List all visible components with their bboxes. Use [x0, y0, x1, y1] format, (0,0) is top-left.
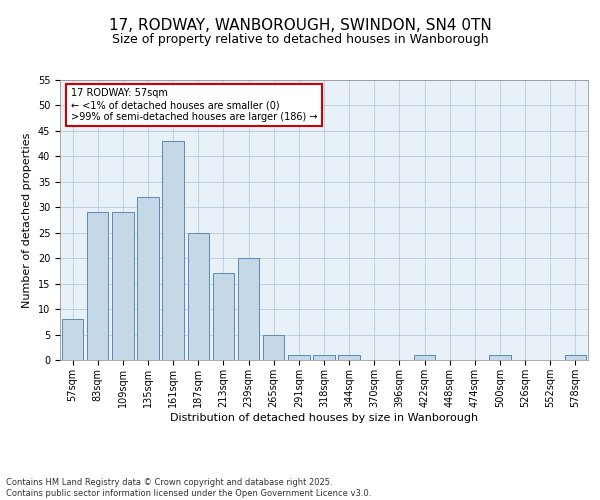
Bar: [414, 355, 435, 360]
Bar: [87, 212, 109, 360]
Bar: [338, 355, 360, 360]
Bar: [490, 355, 511, 360]
Bar: [188, 232, 209, 360]
Bar: [238, 258, 259, 360]
Text: Size of property relative to detached houses in Wanborough: Size of property relative to detached ho…: [112, 32, 488, 46]
Bar: [565, 355, 586, 360]
Bar: [112, 212, 134, 360]
Text: 17, RODWAY, WANBOROUGH, SWINDON, SN4 0TN: 17, RODWAY, WANBOROUGH, SWINDON, SN4 0TN: [109, 18, 491, 32]
Y-axis label: Number of detached properties: Number of detached properties: [22, 132, 32, 308]
Text: 17 RODWAY: 57sqm
← <1% of detached houses are smaller (0)
>99% of semi-detached : 17 RODWAY: 57sqm ← <1% of detached house…: [71, 88, 317, 122]
Text: Contains HM Land Registry data © Crown copyright and database right 2025.
Contai: Contains HM Land Registry data © Crown c…: [6, 478, 371, 498]
Bar: [263, 334, 284, 360]
Bar: [137, 197, 158, 360]
X-axis label: Distribution of detached houses by size in Wanborough: Distribution of detached houses by size …: [170, 412, 478, 422]
Bar: [213, 274, 234, 360]
Bar: [163, 141, 184, 360]
Bar: [313, 355, 335, 360]
Bar: [62, 320, 83, 360]
Bar: [288, 355, 310, 360]
